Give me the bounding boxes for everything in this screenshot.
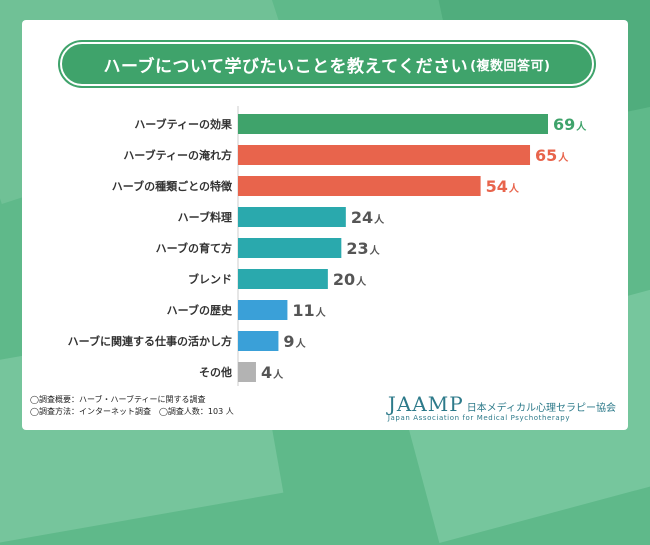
category-label: ハーブの育て方 bbox=[156, 241, 232, 255]
value-label: 65人 bbox=[535, 146, 569, 165]
bar bbox=[238, 300, 288, 320]
category-label: その他 bbox=[199, 365, 232, 379]
bar bbox=[238, 145, 531, 165]
bar bbox=[238, 269, 328, 289]
category-label: ハーブに関連する仕事の活かし方 bbox=[68, 334, 232, 348]
bar bbox=[238, 176, 481, 196]
bar bbox=[238, 114, 548, 134]
value-label: 54人 bbox=[486, 177, 520, 196]
survey-notes: ◯調査概要：ハーブ・ハーブティーに関する調査 ◯調査方法：インターネット調査 ◯… bbox=[30, 394, 234, 418]
bar bbox=[238, 362, 256, 382]
jaamp-logo: JAAMP 日本メディカル心理セラピー協会 Japan Association f… bbox=[388, 392, 616, 422]
bar bbox=[238, 238, 342, 258]
chart-title-text: ハーブについて学びたいことを教えてください bbox=[103, 56, 469, 77]
category-label: ブレンド bbox=[188, 272, 232, 286]
logo-japanese-text: 日本メディカル心理セラピー協会 bbox=[466, 403, 616, 414]
value-label: 11人 bbox=[292, 301, 326, 320]
value-label: 69人 bbox=[553, 115, 587, 134]
value-label: 20人 bbox=[333, 270, 367, 289]
category-label: ハーブ料理 bbox=[178, 210, 232, 224]
survey-note-1: ◯調査概要：ハーブ・ハーブティーに関する調査 bbox=[30, 395, 206, 404]
value-label: 9人 bbox=[283, 332, 306, 351]
value-label: 4人 bbox=[261, 363, 284, 382]
value-label: 23人 bbox=[346, 239, 380, 258]
chart-card: ハーブについて学びたいことを教えてください (複数回答可) ハーブティーの効果 69… bbox=[22, 20, 628, 430]
chart-title-note: (複数回答可) bbox=[470, 58, 551, 74]
bar bbox=[238, 207, 346, 227]
value-label: 24人 bbox=[351, 208, 385, 227]
category-label: ハーブティーの効果 bbox=[134, 117, 232, 131]
logo-english-text: Japan Association for Medical Psychother… bbox=[387, 414, 571, 422]
chart-title: ハーブについて学びたいことを教えてください (複数回答可) bbox=[60, 42, 594, 86]
bar bbox=[238, 331, 279, 351]
category-label: ハーブの種類ごとの特徴 bbox=[112, 179, 233, 193]
category-label: ハーブの歴史 bbox=[167, 303, 233, 317]
logo-main-text: JAAMP bbox=[387, 392, 464, 416]
survey-note-2: ◯調査方法：インターネット調査 ◯調査人数：103 人 bbox=[30, 407, 234, 416]
category-label: ハーブティーの淹れ方 bbox=[123, 148, 232, 162]
